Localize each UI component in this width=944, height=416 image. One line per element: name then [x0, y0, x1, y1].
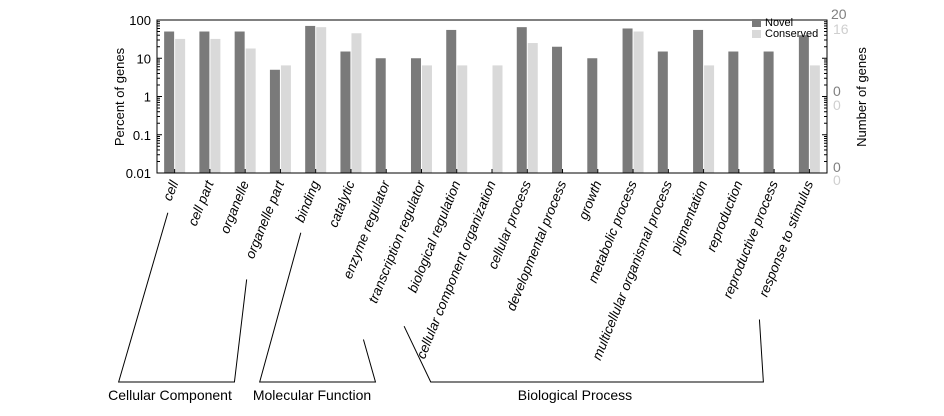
bar-novel-developmental-process — [552, 47, 562, 173]
y2-tick-label: 20 — [831, 6, 847, 22]
y-tick-label: 0.1 — [133, 128, 151, 143]
bar-novel-pigmentation — [693, 30, 703, 173]
bar-novel-metabolic-process — [623, 28, 633, 173]
legend-swatch-conserved — [752, 30, 761, 38]
category-label: catalytic — [326, 178, 358, 229]
category-label: organelle — [217, 179, 252, 236]
bar-novel-cell — [164, 32, 174, 173]
bar-novel-binding — [305, 26, 315, 173]
bar-novel-enzyme-regulator — [376, 58, 386, 173]
bar-novel-cell-part — [199, 32, 209, 173]
y2-axis-title: Number of genes — [854, 47, 869, 147]
bar-conserved-organelle-part — [281, 65, 291, 173]
category-label: cell part — [185, 177, 217, 228]
bar-novel-reproductive-process — [764, 52, 774, 173]
bar-novel-response-to-stimulus — [799, 35, 809, 173]
category-label: cell — [160, 178, 182, 203]
bar-conserved-organelle — [246, 48, 256, 173]
category-label: binding — [292, 178, 322, 224]
bar-conserved-cell — [175, 39, 185, 173]
group-label: Biological Process — [518, 387, 632, 403]
bar-conserved-catalytic — [351, 33, 361, 173]
legend-swatch-novel — [752, 19, 761, 27]
bar-novel-reproduction — [728, 52, 738, 173]
bar-conserved-response-to-stimulus — [810, 65, 820, 173]
bar-novel-biological-regulation — [446, 30, 456, 173]
bar-novel-transcription-regulator — [411, 58, 421, 173]
category-label: growth — [575, 179, 604, 222]
y-axis-title: Percent of genes — [112, 47, 127, 146]
bar-conserved-metabolic-process — [634, 32, 644, 173]
y-tick-label: 1 — [144, 90, 151, 105]
bar-novel-growth — [587, 58, 597, 173]
plot-frame — [157, 20, 827, 173]
bar-novel-multicellular-organismal-process — [658, 52, 668, 173]
bar-conserved-pigmentation — [704, 65, 714, 173]
group-bracket — [119, 213, 247, 382]
group-label: Cellular Component — [108, 387, 232, 403]
group-label: Molecular Function — [253, 387, 371, 403]
y-tick-label: 10 — [137, 51, 151, 66]
bars — [164, 26, 820, 173]
go-annotation-bar-chart: 0.010.1110100 20160000 cell cell part organ… — [0, 0, 944, 416]
y-tick-label: 100 — [129, 13, 151, 28]
group-bracket — [404, 320, 763, 382]
y2-tick-label: 0 — [833, 172, 841, 188]
y2-tick-label: 0 — [833, 97, 841, 113]
y2-tick-label: 16 — [833, 21, 849, 37]
category-label: reproduction — [704, 179, 746, 254]
bar-conserved-cellular-process — [528, 43, 538, 173]
bar-novel-organelle — [235, 32, 245, 173]
y-tick-label: 0.01 — [126, 166, 151, 181]
bar-conserved-cell-part — [210, 39, 220, 173]
bar-novel-catalytic — [340, 52, 350, 173]
bar-novel-organelle-part — [270, 70, 280, 173]
bar-conserved-transcription-regulator — [422, 65, 432, 173]
bar-novel-cellular-process — [517, 27, 527, 173]
bar-conserved-biological-regulation — [457, 65, 467, 173]
bar-conserved-binding — [316, 27, 326, 173]
legend-label-conserved: Conserved — [765, 28, 818, 40]
bar-conserved-cellular-component-organization — [493, 65, 503, 173]
